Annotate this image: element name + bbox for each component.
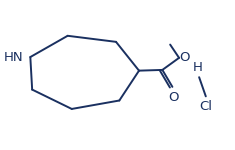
Text: O: O — [168, 91, 179, 104]
Text: HN: HN — [4, 51, 23, 64]
Text: Cl: Cl — [199, 100, 212, 113]
Text: O: O — [180, 51, 190, 64]
Text: H: H — [193, 61, 203, 74]
